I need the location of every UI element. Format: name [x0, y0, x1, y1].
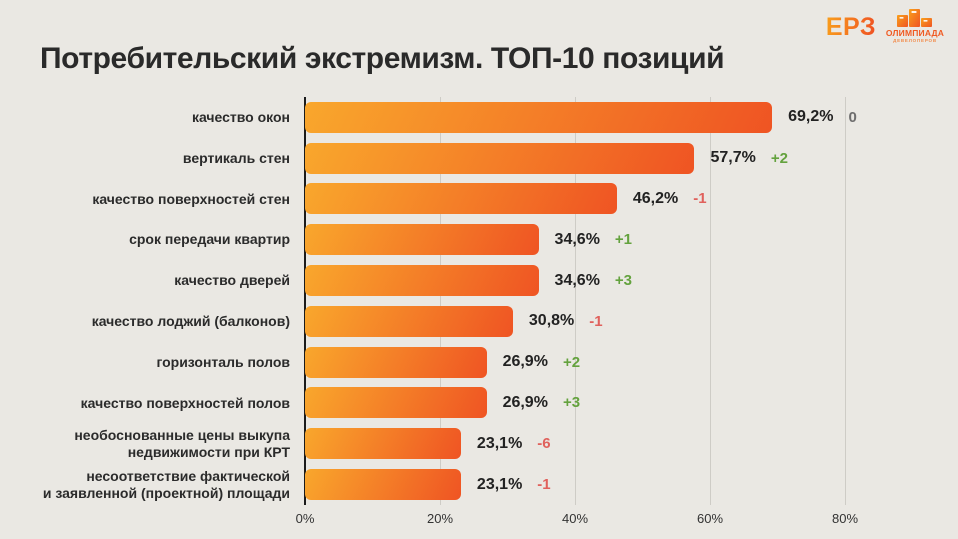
value-label: 23,1% [476, 475, 523, 493]
bar-chart: качество окон 69,2% 0 вертикаль стен 57,… [0, 97, 958, 505]
change-badge: -1 [693, 190, 707, 208]
bar [305, 265, 539, 297]
bar [305, 183, 617, 215]
x-tick-label: 80% [831, 511, 859, 526]
category-label: качество окон [191, 109, 290, 125]
category-label: качество поверхностей полов [80, 394, 290, 411]
chart-row: качество поверхностей стен 46,2% -1 [0, 179, 958, 220]
chart-row: необоснованные цены выкупа недвижимости … [0, 423, 958, 464]
x-tick-label: 60% [696, 511, 724, 526]
x-axis-ticks: 0% 20% 40% 60% 80% [296, 505, 958, 531]
gridline [845, 97, 846, 505]
chart-row: срок передачи квартир 34,6% +1 [0, 219, 958, 260]
value-label: 69,2% [788, 108, 834, 126]
gridline [440, 97, 441, 505]
gridline [710, 97, 711, 505]
category-label: качество поверхностей стен [92, 190, 290, 207]
value-label: 34,6% [554, 271, 600, 289]
x-tick-label: 0% [295, 511, 315, 526]
change-badge: -1 [537, 476, 551, 494]
change-badge: +3 [562, 394, 581, 412]
chart-row: качество лоджий (балконов) 30,8% -1 [0, 301, 958, 342]
category-label: срок передачи квартир [129, 231, 290, 248]
bar [305, 387, 487, 419]
change-badge: +1 [614, 231, 633, 249]
page-title: Потребительский экстремизм. ТОП-10 позиц… [40, 42, 725, 75]
change-badge: 0 [848, 108, 857, 126]
y-axis-line [304, 97, 306, 505]
bar [305, 142, 695, 174]
chart-row: качество поверхностей полов 26,9% +3 [0, 383, 958, 424]
category-label: несоответствие фактической и заявленной … [42, 467, 290, 501]
value-label: 34,6% [554, 230, 600, 248]
value-label: 30,8% [528, 312, 575, 330]
value-label: 23,1% [476, 434, 523, 452]
bar [305, 428, 461, 460]
change-badge: +2 [770, 149, 788, 167]
x-tick-label: 20% [426, 511, 454, 526]
bar [305, 101, 773, 133]
category-label: горизонталь полов [156, 353, 290, 370]
change-badge: -1 [589, 312, 603, 330]
gridline [575, 97, 576, 505]
value-label: 26,9% [502, 353, 548, 371]
bar [305, 469, 461, 501]
change-badge: +3 [614, 272, 633, 290]
chart-rows: качество окон 69,2% 0 вертикаль стен 57,… [0, 97, 958, 505]
chart-row: несоответствие фактической и заявленной … [0, 464, 958, 505]
x-tick-label: 40% [561, 511, 589, 526]
category-label: качество дверей [174, 272, 290, 289]
erz-logo: ЕРЗ [825, 13, 876, 41]
value-label: 46,2% [632, 189, 679, 207]
chart-row: качество окон 69,2% 0 [0, 97, 958, 138]
olympiad-logo: ОЛИМПИАДА ДЕВЕЛОПЕРОВ [884, 8, 946, 43]
podium-icon [897, 9, 932, 27]
category-label: качество лоджий (балконов) [91, 312, 290, 329]
category-label: вертикаль стен [182, 149, 290, 166]
olympiad-logo-text: ОЛИМПИАДА [885, 28, 945, 38]
gridlines [304, 97, 958, 505]
bar [305, 346, 487, 378]
chart-row: качество дверей 34,6% +3 [0, 260, 958, 301]
value-label: 57,7% [710, 149, 756, 167]
chart-row: горизонталь полов 26,9% +2 [0, 342, 958, 383]
change-badge: -6 [537, 435, 551, 453]
category-label: необоснованные цены выкупа недвижимости … [74, 426, 290, 460]
chart-row: вертикаль стен 57,7% +2 [0, 138, 958, 179]
olympiad-logo-subtext: ДЕВЕЛОПЕРОВ [893, 38, 937, 43]
change-badge: +2 [562, 353, 581, 371]
bar [305, 224, 539, 256]
bar [305, 305, 513, 337]
value-label: 26,9% [502, 393, 548, 411]
